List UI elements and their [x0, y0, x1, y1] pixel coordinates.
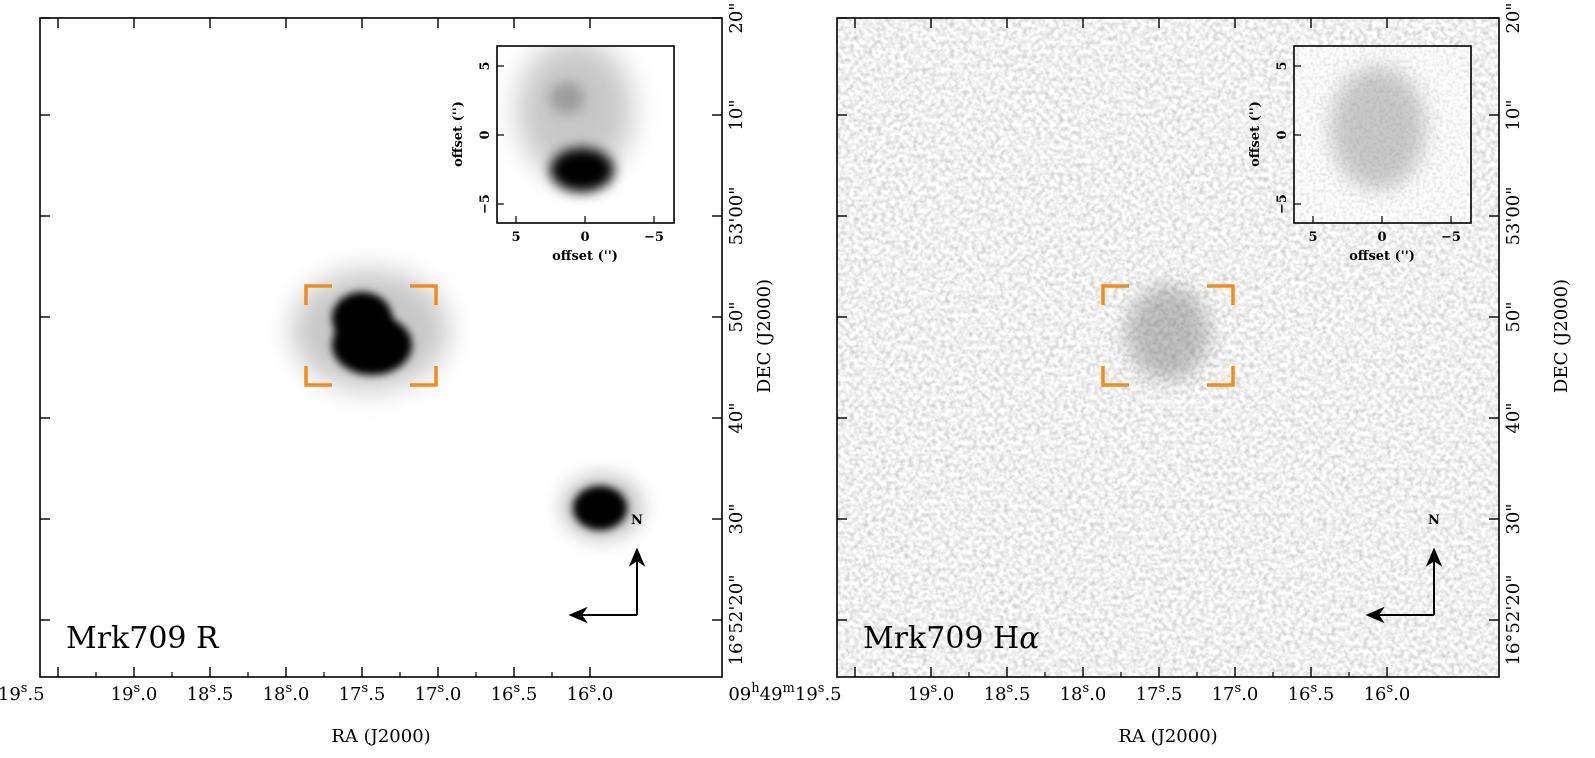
ra-tick-label: 17s.5	[339, 681, 386, 705]
dec-tick-label: 10"	[1503, 99, 1524, 130]
ha-frame	[836, 17, 1500, 678]
ha-ylabel: DEC (J2000)	[1551, 279, 1572, 393]
ra-tick-label: 17s.5	[1136, 681, 1183, 705]
r-frame	[39, 17, 723, 678]
inset-ytick-label: −5	[478, 194, 493, 214]
ha-inset-xlabel: offset ('')	[1349, 249, 1415, 264]
dec-tick-label: 40"	[726, 402, 747, 433]
ra-tick-label: 16s.0	[567, 681, 614, 705]
dec-tick-label: 10"	[726, 99, 747, 130]
dec-tick-label: 53'00"	[726, 186, 747, 245]
inset-xtick-label: 5	[1308, 230, 1317, 245]
r-inset-halo	[517, 46, 633, 180]
dec-tick-label: 16°52'20"	[1503, 575, 1524, 666]
ra-tick-label: 17s.0	[415, 681, 462, 705]
r-xlabel: RA (J2000)	[331, 726, 430, 747]
dec-tick-label: 30"	[1503, 503, 1524, 534]
r-compass	[568, 547, 646, 624]
inset-ytick-label: 5	[478, 61, 493, 70]
dec-tick-label: 53'00"	[1503, 186, 1524, 245]
r-inset: 5 0 −5 5 0 −5 offset ('') offset ('')	[451, 45, 675, 264]
ra-tick-label: 19s.0	[908, 681, 955, 705]
dec-tick-label: 20"	[726, 2, 747, 33]
ha-axes: 09h49m19s.5 19s.0 18s.5 18s.0 17s.5 17s.0 16s.…	[728, 2, 1524, 705]
ha-panel-label-symbol: α	[1019, 621, 1039, 656]
dec-tick-label: 20"	[1503, 2, 1524, 33]
r-inset-north-knot	[549, 82, 585, 114]
ra-tick-label: 18s.0	[1060, 681, 1107, 705]
r-ylabel: DEC (J2000)	[754, 279, 775, 393]
inset-xtick-label: −5	[644, 230, 664, 245]
r-axes: 09h49m19s.5 19s.0 18s.5 18s.0 17s.5 17s.0 16s.…	[0, 2, 747, 705]
field-star	[573, 486, 627, 530]
r-compass-north-label: N	[631, 513, 643, 528]
ra-tick-label: 16s.0	[1364, 681, 1411, 705]
dec-tick-label: 16°52'20"	[726, 575, 747, 666]
ha-panel-label: Mrk709 Hα	[863, 621, 1039, 656]
ha-compass	[1365, 547, 1443, 624]
r-inset-ylabel: offset ('')	[451, 101, 466, 167]
dec-tick-label: 50"	[726, 301, 747, 332]
panel-halpha: N Mrk709 Hα 5 0 −5 5 0 −5 offset ('') offset …	[728, 2, 1572, 747]
r-image	[292, 270, 642, 539]
inset-xtick-label: 0	[580, 230, 589, 245]
dec-tick-label: 40"	[1503, 402, 1524, 433]
ha-emission	[1126, 285, 1210, 381]
inset-xtick-label: 0	[1377, 230, 1386, 245]
ha-inset-ticks: 5 0 −5 5 0 −5	[1275, 61, 1461, 245]
r-inset-south-knot	[550, 148, 614, 192]
ra-tick-label: 16s.5	[1288, 681, 1335, 705]
ra-tick-label: 17s.0	[1212, 681, 1259, 705]
ha-inset-ylabel: offset ('')	[1248, 101, 1263, 167]
r-inset-ticks: 5 0 −5 5 0 −5	[478, 61, 664, 245]
r-inset-xlabel: offset ('')	[552, 249, 618, 264]
inset-ytick-label: 5	[1275, 61, 1290, 70]
inset-ytick-label: 0	[1275, 130, 1290, 139]
galaxy-south-knot	[332, 315, 412, 375]
inset-ytick-label: 0	[478, 130, 493, 139]
r-zoom-bracket	[304, 284, 438, 387]
r-panel-label: Mrk709 R	[66, 621, 220, 656]
inset-xtick-label: 5	[511, 230, 520, 245]
dec-tick-label: 50"	[1503, 301, 1524, 332]
ra-tick-label: 18s.5	[984, 681, 1031, 705]
ra-tick-label: 16s.5	[491, 681, 538, 705]
ha-panel-label-text: Mrk709 H	[863, 621, 1019, 656]
ra-tick-label: 19s.0	[111, 681, 158, 705]
ha-compass-north-label: N	[1428, 513, 1440, 528]
ra-tick-label: 18s.5	[187, 681, 234, 705]
ha-xlabel: RA (J2000)	[1118, 726, 1217, 747]
ha-zoom-bracket	[1101, 284, 1235, 387]
ha-inset: 5 0 −5 5 0 −5 offset ('') offset ('')	[1248, 45, 1472, 264]
ha-inset-emission	[1330, 66, 1426, 190]
panel-r-band: N Mrk709 R 5 0 −5 5 0 −5 offset ('') offset (…	[0, 2, 775, 747]
ra-tick-label: 09h49m19s.5	[0, 681, 45, 705]
dec-tick-label: 30"	[726, 503, 747, 534]
inset-ytick-label: −5	[1275, 194, 1290, 214]
inset-xtick-label: −5	[1441, 230, 1461, 245]
ra-tick-label: 09h49m19s.5	[728, 681, 841, 705]
ra-tick-label: 18s.0	[263, 681, 310, 705]
